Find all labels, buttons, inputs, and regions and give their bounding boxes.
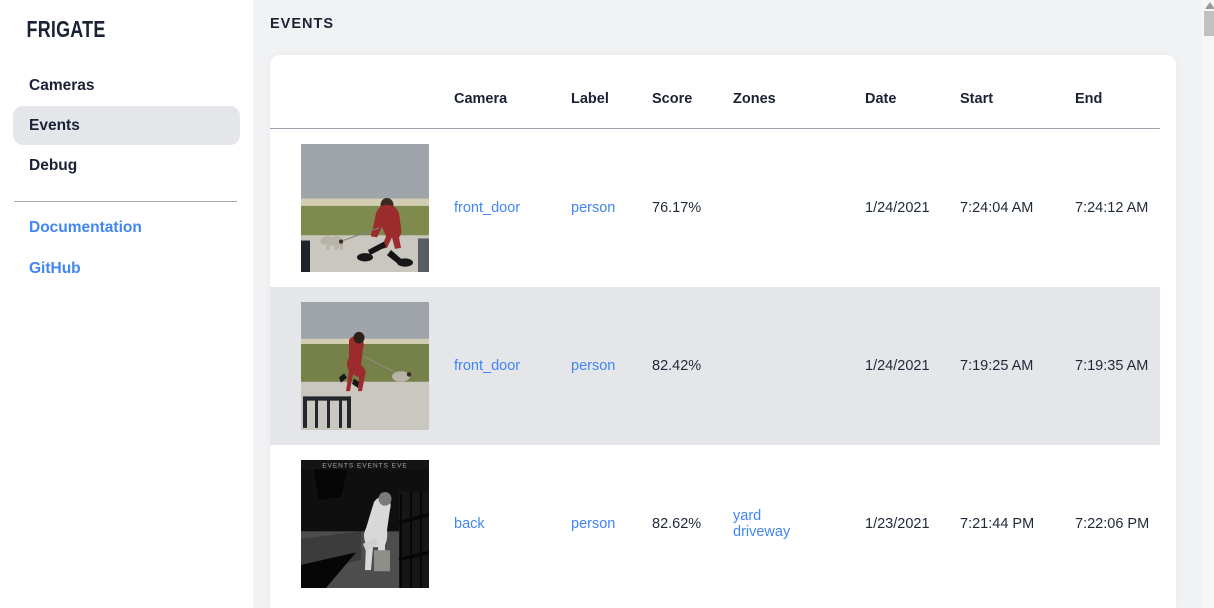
- svg-text:EVENTS EVENTS EVE: EVENTS EVENTS EVE: [322, 462, 408, 469]
